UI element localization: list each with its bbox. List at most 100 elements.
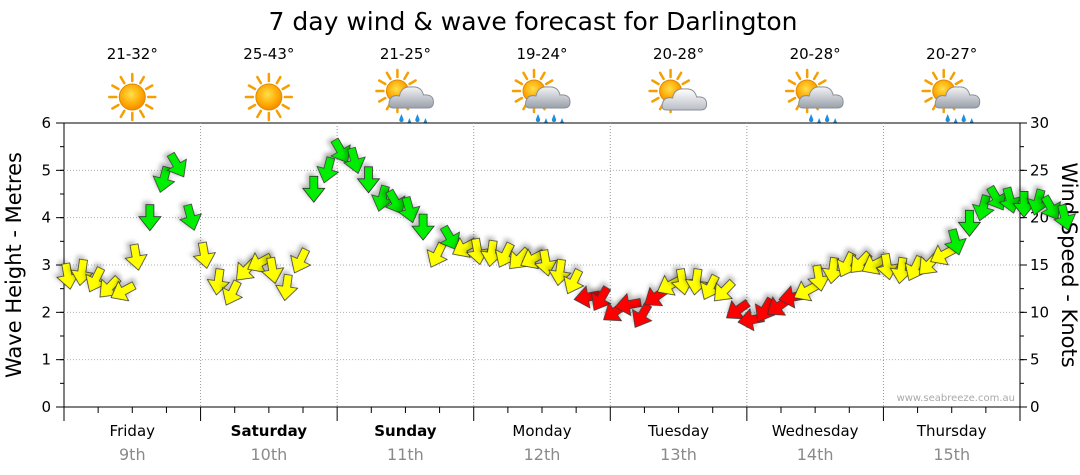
wind-arrow-shape [957, 209, 982, 237]
sun-ray [539, 71, 546, 81]
wind-arrow [614, 292, 642, 317]
wind-arrows [56, 137, 1077, 332]
wind-arrow-shape [274, 273, 299, 302]
sun-cloud-rain-icon [784, 68, 844, 127]
sun-ray [247, 103, 257, 110]
sun-ray [924, 79, 933, 86]
wind-arrow [138, 204, 162, 232]
wind-arrow [343, 146, 366, 175]
sun-ray [403, 71, 410, 81]
y-left-tick-label: 5 [41, 161, 51, 179]
wind-arrow [274, 273, 299, 302]
wind-arrow-shape [563, 268, 585, 295]
wind-arrow-shape [179, 203, 202, 231]
wind-arrow-shape [110, 280, 137, 302]
sun-cloud-icon [648, 68, 708, 114]
sun-ray [139, 75, 146, 85]
wind-arrow-shape [670, 268, 695, 296]
rain-drop [551, 114, 557, 123]
watermark: www.seabreeze.com.au [897, 393, 1015, 404]
y-right-tick-label: 10 [1030, 303, 1049, 321]
wind-arrow [875, 252, 899, 281]
sun-ray [119, 75, 126, 85]
wind-arrow-shape [316, 156, 340, 184]
sun-ray [787, 79, 797, 86]
y-right-tick-label: 30 [1030, 114, 1049, 132]
sun-cloud-rain-icon [511, 68, 571, 127]
sun-ray [139, 109, 146, 119]
y-left-tick-label: 1 [41, 351, 51, 369]
wind-arrow [943, 228, 967, 256]
rain-drop [945, 114, 950, 123]
wind-arrow [301, 175, 326, 203]
temperature-range: 20-28° [790, 45, 841, 63]
wind-arrow-shape [411, 213, 435, 241]
day-name-label: Saturday [231, 422, 308, 440]
wind-arrow [670, 268, 695, 296]
wind-arrow-shape [290, 247, 312, 274]
temperature-labels: 21-32° 25-43° 21-25° 19-24° 20-28° 20-28° 20-2… [107, 45, 978, 63]
wind-arrow-shape [301, 175, 326, 203]
wind-arrow [179, 203, 202, 231]
wind-arrow-shape [343, 146, 366, 175]
wind-arrow [192, 241, 217, 269]
y-left-axis-label: Wave Height - Metres [2, 152, 26, 378]
wind-arrow [411, 213, 435, 241]
sun-ray [256, 75, 263, 85]
sun-ray [281, 103, 291, 110]
wind-arrow-shape [124, 243, 148, 271]
wind-arrow [316, 156, 340, 184]
wind-arrow-shape [534, 249, 558, 277]
wind-arrow-shape [548, 258, 572, 287]
wind-arrow-shape [138, 204, 162, 232]
wind-arrow [957, 209, 982, 237]
sun-ray [924, 96, 933, 103]
day-date-label: 11th [387, 445, 424, 464]
wind-arrow [1053, 203, 1077, 231]
wind-arrow [548, 258, 572, 287]
sun-ray [377, 96, 387, 103]
rain-drop [535, 114, 541, 123]
cloud-shape [388, 86, 434, 109]
wind-arrow-shape [397, 196, 421, 224]
sun-ray [949, 71, 956, 81]
sun-ray [954, 79, 964, 86]
wind-arrow-shape [356, 166, 381, 194]
sun-ray [144, 103, 154, 110]
y-left-tick-label: 3 [41, 256, 51, 274]
sun-ray [514, 79, 524, 86]
wind-arrow [356, 166, 381, 194]
temperature-range: 25-43° [243, 45, 294, 63]
sun-cloud-rain-icon [921, 68, 981, 127]
wind-arrow [221, 279, 244, 306]
day-name-label: Monday [512, 422, 571, 440]
weather-icons [108, 68, 981, 127]
wind-arrow-shape [591, 285, 612, 311]
chart-title: 7 day wind & wave forecast for Darlingto… [269, 7, 798, 36]
day-date-label: 9th [119, 445, 146, 464]
cloud-shape [934, 86, 981, 109]
wind-arrow [534, 249, 558, 277]
sun-icon [108, 72, 157, 122]
wind-arrow [152, 165, 176, 193]
sun-ray [144, 84, 154, 91]
wind-arrow-shape [943, 228, 967, 256]
sun-ray [247, 84, 257, 91]
wind-arrow [261, 256, 285, 285]
y-left-tick-label: 2 [41, 303, 51, 321]
rain-drop [808, 114, 814, 123]
wind-arrow-shape [614, 292, 642, 317]
wind-arrow [563, 268, 585, 295]
wind-arrow-shape [971, 194, 995, 222]
wind-arrow [166, 151, 187, 178]
sun-cloud-rain-icon [375, 68, 434, 127]
sun-ray [377, 79, 387, 86]
rain-drop [961, 114, 966, 123]
rain-drop [399, 114, 404, 123]
sun-ray [676, 71, 683, 81]
wind-arrow-shape [439, 224, 460, 251]
wind-arrow-shape [714, 278, 736, 302]
rain-drop [824, 114, 830, 123]
wind-arrow-shape [192, 241, 217, 269]
